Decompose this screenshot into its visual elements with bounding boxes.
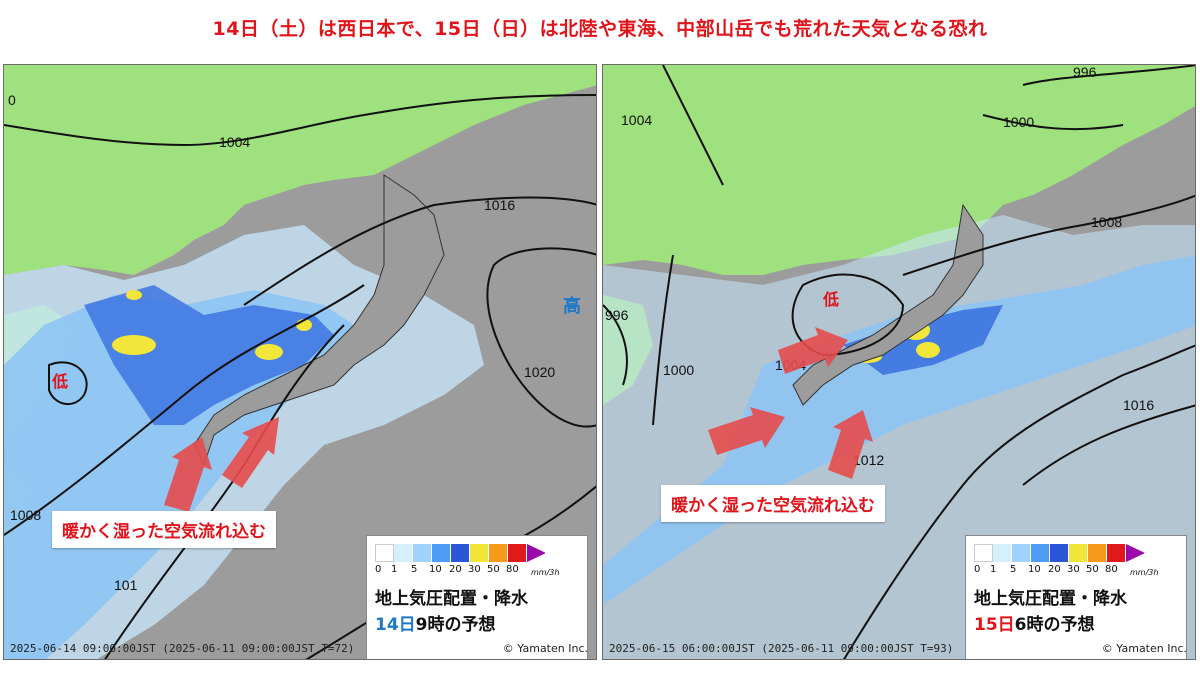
legend-left: 0 1 5 10 20 30 50 80 mm/3h 地上気圧配置・降水 14日… xyxy=(366,535,588,659)
rain-band-blue xyxy=(843,305,1003,375)
timestamp-footer: 2025-06-14 09:00:00JST (2025-06-11 09:00… xyxy=(10,642,355,655)
forecast-time: 15日6時の予想 xyxy=(974,615,1095,635)
moist-air-arrow-1 xyxy=(778,327,848,374)
rain-band-blue xyxy=(84,285,334,425)
moist-air-arrow-2 xyxy=(222,417,279,488)
isobar-1008 xyxy=(4,284,365,536)
moist-air-arrow-3 xyxy=(828,410,873,479)
moist-air-arrow-1 xyxy=(164,437,212,512)
isobar-1020 xyxy=(486,247,596,428)
isobar-label-1000-left: 1000 xyxy=(663,362,694,378)
isobar-label-1000: 1000 xyxy=(1003,114,1034,130)
isobar-label-1004-top: 1004 xyxy=(621,112,652,128)
moist-air-callout-left: 暖かく湿った空気流れ込む xyxy=(52,511,276,548)
isobar-1008 xyxy=(902,194,1195,276)
credit: © Yamaten Inc. xyxy=(502,642,588,655)
isobar-996-left xyxy=(603,304,628,386)
credit: © Yamaten Inc. xyxy=(1101,642,1187,655)
low-pressure-label: 低 xyxy=(822,290,839,309)
isobar-label-1016: 1016 xyxy=(484,197,515,213)
land-japan xyxy=(193,174,445,467)
rain-band-mid xyxy=(603,255,1195,605)
land-continent xyxy=(4,65,596,275)
rain-core-2 xyxy=(916,342,940,358)
timestamp-footer: 2025-06-15 06:00:00JST (2025-06-11 09:00… xyxy=(609,642,954,655)
forecast-time: 14日9時の予想 xyxy=(375,615,496,635)
moist-air-callout-right: 暖かく湿った空気流れ込む xyxy=(661,485,885,522)
rain-core-4 xyxy=(126,290,142,300)
isobar-label-0: 0 xyxy=(8,92,16,108)
isobar-1004 xyxy=(662,65,724,186)
map-graphic-left: 0 1004 1016 1020 1008 101 高 低 xyxy=(4,65,596,659)
isobar-low xyxy=(48,361,88,405)
isobar-label-101: 101 xyxy=(114,577,138,593)
land-japan xyxy=(792,203,984,406)
weather-map-right: 1004 1000 996 996 1000 1008 1004 1012 10… xyxy=(602,64,1196,660)
isobar-1004 xyxy=(4,94,596,147)
isobar-996 xyxy=(1022,65,1195,86)
precip-unit: mm/3h xyxy=(1130,568,1159,577)
legend-right: 0 1 5 10 20 30 50 80 mm/3h 地上気圧配置・降水 15日… xyxy=(965,535,1187,659)
isobar-label-996-left: 996 xyxy=(605,307,629,323)
isobar-1016 xyxy=(243,196,596,306)
land-continent xyxy=(603,65,1195,275)
isobar-1000 xyxy=(982,114,1124,131)
moist-air-arrow-2 xyxy=(708,407,785,455)
isobar-label-1016: 1016 xyxy=(1123,397,1154,413)
isobar-label-1004: 1004 xyxy=(219,134,250,150)
isobar-label-1012: 1012 xyxy=(853,452,884,468)
headline: 14日（土）は西日本で、15日（日）は北陸や東海、中部山岳でも荒れた天気となる恐… xyxy=(212,18,988,40)
isobar-low xyxy=(791,273,905,357)
isobar-label-1008: 1008 xyxy=(1091,214,1122,230)
rain-core-1 xyxy=(112,335,156,355)
rain-core-2 xyxy=(255,344,283,360)
low-pressure-label: 低 xyxy=(51,372,68,391)
isobar-1000-left xyxy=(652,254,674,426)
isobar-label-1008: 1008 xyxy=(10,507,41,523)
isobar-1016 xyxy=(1022,404,1195,486)
precip-unit: mm/3h xyxy=(531,568,560,577)
precip-color-bar xyxy=(375,544,546,562)
isobar-label-1020: 1020 xyxy=(524,364,555,380)
isobar-1012 xyxy=(843,344,1195,659)
legend-title: 地上気圧配置・降水 xyxy=(974,589,1127,609)
legend-title: 地上気圧配置・降水 xyxy=(375,589,528,609)
isobar-label-996: 996 xyxy=(1073,65,1097,80)
high-pressure-label: 高 xyxy=(563,295,581,317)
precip-color-bar xyxy=(974,544,1145,562)
weather-map-left: 0 1004 1016 1020 1008 101 高 低 暖かく湿った空気流れ… xyxy=(3,64,597,660)
